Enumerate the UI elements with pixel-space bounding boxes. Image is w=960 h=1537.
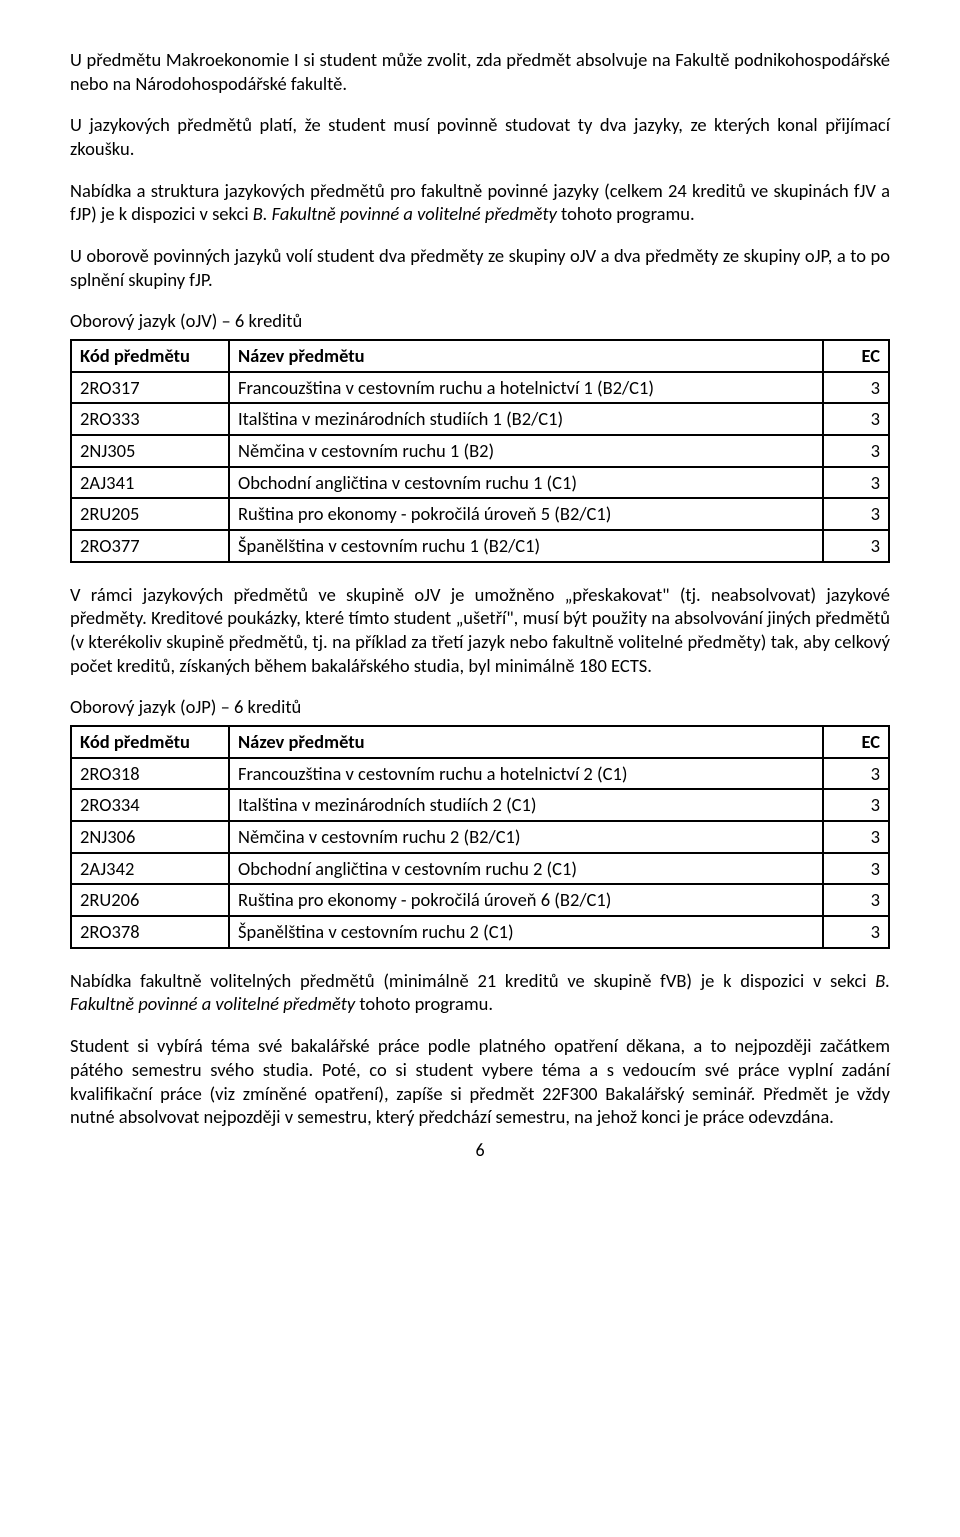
- cell-code: 2RO333: [71, 403, 229, 435]
- table-row: 2RO378Španělština v cestovním ruchu 2 (C…: [71, 916, 889, 948]
- cell-name: Francouzština v cestovním ruchu a hoteln…: [229, 758, 823, 790]
- cell-ec: 3: [823, 916, 889, 948]
- cell-ec: 3: [823, 758, 889, 790]
- cell-name: Francouzština v cestovním ruchu a hoteln…: [229, 372, 823, 404]
- cell-code: 2NJ306: [71, 821, 229, 853]
- page-number: 6: [70, 1139, 890, 1162]
- cell-ec: 3: [823, 821, 889, 853]
- table-row: 2RU205Ruština pro ekonomy - pokročilá úr…: [71, 498, 889, 530]
- cell-code: 2NJ305: [71, 435, 229, 467]
- cell-code: 2RO377: [71, 530, 229, 562]
- cell-ec: 3: [823, 530, 889, 562]
- th-ec: EC: [823, 726, 889, 758]
- th-name: Název předmětu: [229, 726, 823, 758]
- table-header-row: Kód předmětu Název předmětu EC: [71, 340, 889, 372]
- paragraph-8: Nabídka fakultně volitelných předmětů (m…: [70, 969, 890, 1016]
- paragraph-4: U oborově povinných jazyků volí student …: [70, 244, 890, 291]
- cell-name: Obchodní angličtina v cestovním ruchu 2 …: [229, 853, 823, 885]
- cell-ec: 3: [823, 467, 889, 499]
- cell-name: Španělština v cestovním ruchu 2 (C1): [229, 916, 823, 948]
- document-page: U předmětu Makroekonomie I si student mů…: [0, 0, 960, 1202]
- paragraph-3-italic: B. Fakultně povinné a volitelné předměty: [253, 202, 557, 225]
- cell-name: Obchodní angličtina v cestovním ruchu 1 …: [229, 467, 823, 499]
- cell-ec: 3: [823, 789, 889, 821]
- cell-code: 2RO334: [71, 789, 229, 821]
- table-row: 2NJ305Němčina v cestovním ruchu 1 (B2)3: [71, 435, 889, 467]
- table2-body: 2RO318Francouzština v cestovním ruchu a …: [71, 758, 889, 948]
- cell-name: Italština v mezinárodních studiích 1 (B2…: [229, 403, 823, 435]
- cell-ec: 3: [823, 498, 889, 530]
- table-row: 2AJ341Obchodní angličtina v cestovním ru…: [71, 467, 889, 499]
- table-row: 2RO377Španělština v cestovním ruchu 1 (B…: [71, 530, 889, 562]
- cell-ec: 3: [823, 884, 889, 916]
- table-row: 2RO318Francouzština v cestovním ruchu a …: [71, 758, 889, 790]
- paragraph-8-text-c: tohoto programu.: [355, 992, 493, 1015]
- cell-code: 2RU206: [71, 884, 229, 916]
- th-ec: EC: [823, 340, 889, 372]
- paragraph-3: Nabídka a struktura jazykových předmětů …: [70, 179, 890, 226]
- paragraph-9: Student si vybírá téma své bakalářské pr…: [70, 1034, 890, 1129]
- cell-code: 2RO318: [71, 758, 229, 790]
- cell-code: 2RO317: [71, 372, 229, 404]
- cell-name: Španělština v cestovním ruchu 1 (B2/C1): [229, 530, 823, 562]
- table-row: 2AJ342Obchodní angličtina v cestovním ru…: [71, 853, 889, 885]
- cell-code: 2AJ342: [71, 853, 229, 885]
- table-row: 2RO334Italština v mezinárodních studiích…: [71, 789, 889, 821]
- course-table-ojv: Kód předmětu Název předmětu EC 2RO317Fra…: [70, 339, 890, 563]
- table-header-row: Kód předmětu Název předmětu EC: [71, 726, 889, 758]
- table-row: 2RO333Italština v mezinárodních studiích…: [71, 403, 889, 435]
- paragraph-2: U jazykových předmětů platí, že student …: [70, 113, 890, 160]
- paragraph-1: U předmětu Makroekonomie I si student mů…: [70, 48, 890, 95]
- cell-name: Ruština pro ekonomy - pokročilá úroveň 6…: [229, 884, 823, 916]
- course-table-ojp: Kód předmětu Název předmětu EC 2RO318Fra…: [70, 725, 890, 949]
- table2-caption: Oborový jazyk (oJP) – 6 kreditů: [70, 695, 890, 719]
- paragraph-3-text-c: tohoto programu.: [557, 202, 695, 225]
- table1-caption: Oborový jazyk (oJV) – 6 kreditů: [70, 309, 890, 333]
- cell-ec: 3: [823, 853, 889, 885]
- cell-name: Ruština pro ekonomy - pokročilá úroveň 5…: [229, 498, 823, 530]
- cell-name: Němčina v cestovním ruchu 2 (B2/C1): [229, 821, 823, 853]
- th-name: Název předmětu: [229, 340, 823, 372]
- cell-code: 2AJ341: [71, 467, 229, 499]
- cell-name: Italština v mezinárodních studiích 2 (C1…: [229, 789, 823, 821]
- table1-body: 2RO317Francouzština v cestovním ruchu a …: [71, 372, 889, 562]
- th-code: Kód předmětu: [71, 726, 229, 758]
- cell-code: 2RO378: [71, 916, 229, 948]
- cell-code: 2RU205: [71, 498, 229, 530]
- th-code: Kód předmětu: [71, 340, 229, 372]
- table-row: 2NJ306Němčina v cestovním ruchu 2 (B2/C1…: [71, 821, 889, 853]
- cell-name: Němčina v cestovním ruchu 1 (B2): [229, 435, 823, 467]
- paragraph-6: V rámci jazykových předmětů ve skupině o…: [70, 583, 890, 678]
- table-row: 2RU206Ruština pro ekonomy - pokročilá úr…: [71, 884, 889, 916]
- cell-ec: 3: [823, 372, 889, 404]
- cell-ec: 3: [823, 435, 889, 467]
- cell-ec: 3: [823, 403, 889, 435]
- table-row: 2RO317Francouzština v cestovním ruchu a …: [71, 372, 889, 404]
- paragraph-8-text-a: Nabídka fakultně volitelných předmětů (m…: [70, 969, 875, 992]
